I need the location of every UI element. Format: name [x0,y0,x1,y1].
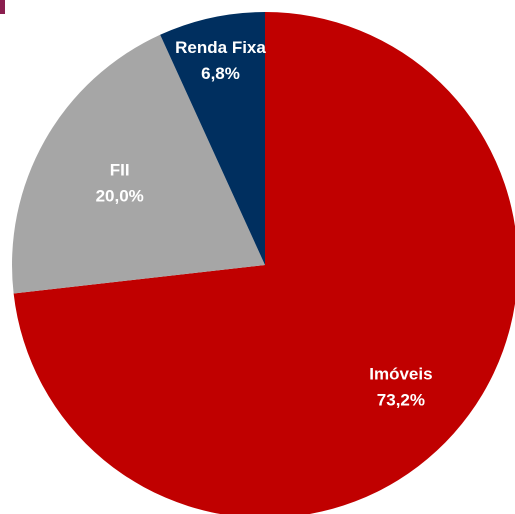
slice-category-label: Renda Fixa [175,38,266,57]
pie-slice-fii [12,34,266,294]
slice-value-label: 73,2% [377,390,425,409]
slice-value-label: 20,0% [96,187,144,206]
pie-labels: Imóveis 73,2% FII 20,0% Renda Fixa 6,8% [96,38,433,409]
slice-value-label: 6,8% [201,64,240,83]
slice-category-label: Imóveis [369,364,432,383]
slice-category-label: FII [110,161,130,180]
pie-slice-im-veis [13,12,515,514]
pie-slices [12,11,515,514]
pie-slice-renda-fixa [160,11,265,265]
corner-accent-mark [0,0,5,14]
